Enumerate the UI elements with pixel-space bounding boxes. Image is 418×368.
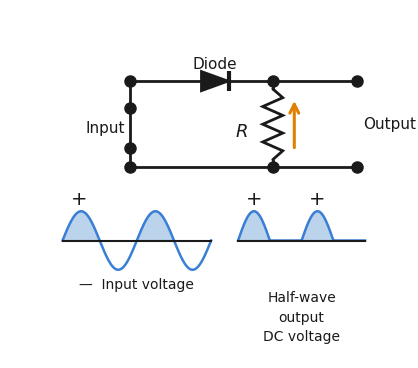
Polygon shape [201, 71, 229, 91]
Text: Output: Output [363, 117, 416, 132]
Text: +: + [71, 190, 88, 209]
Text: —  Input voltage: — Input voltage [79, 278, 194, 292]
Text: +: + [246, 190, 262, 209]
Text: Half-wave
output
DC voltage: Half-wave output DC voltage [263, 291, 340, 344]
Text: +: + [309, 190, 326, 209]
Text: Diode: Diode [193, 57, 237, 72]
Text: Input: Input [85, 121, 125, 135]
Text: R: R [236, 123, 248, 141]
